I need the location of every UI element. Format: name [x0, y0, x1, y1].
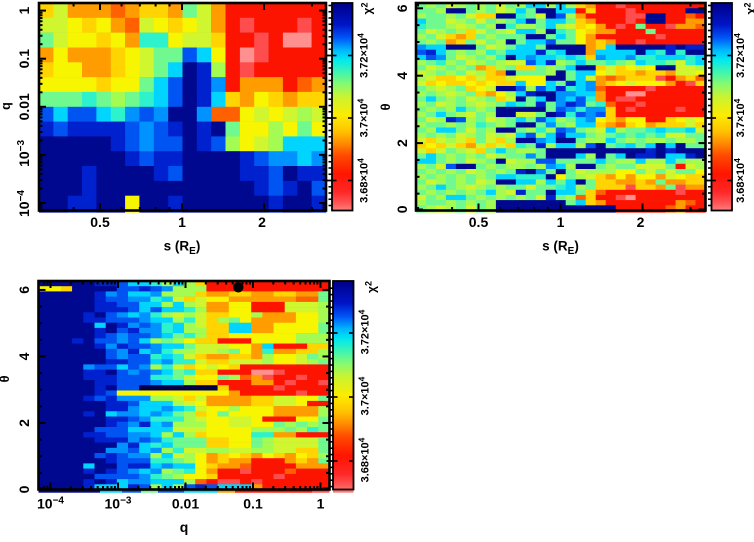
svg-text:3.72×104: 3.72×104	[356, 33, 371, 78]
svg-text:0.1: 0.1	[16, 49, 32, 69]
svg-text:0.01: 0.01	[16, 93, 32, 120]
svg-text:3.72×104: 3.72×104	[357, 309, 372, 354]
svg-text:1: 1	[317, 496, 325, 512]
svg-text:3.68×104: 3.68×104	[357, 437, 372, 482]
svg-text:0: 0	[16, 485, 32, 493]
svg-text:1: 1	[178, 214, 186, 230]
svg-text:3.68×104: 3.68×104	[732, 158, 747, 203]
svg-text:0.01: 0.01	[172, 496, 199, 512]
svg-text:4: 4	[16, 352, 32, 360]
svg-text:2: 2	[637, 214, 645, 230]
svg-text:0: 0	[394, 205, 410, 213]
svg-text:0.5: 0.5	[469, 214, 489, 230]
svg-text:6: 6	[16, 286, 32, 294]
svg-text:0.1: 0.1	[243, 496, 263, 512]
svg-text:q: q	[0, 102, 13, 110]
svg-text:4: 4	[394, 72, 410, 80]
svg-text:q: q	[180, 519, 189, 535]
svg-text:θ: θ	[378, 103, 393, 110]
svg-text:3.68×104: 3.68×104	[356, 158, 371, 203]
svg-text:3.7×104: 3.7×104	[357, 376, 372, 415]
svg-text:1: 1	[557, 214, 565, 230]
svg-text:2: 2	[16, 419, 32, 427]
svg-text:0.5: 0.5	[90, 214, 110, 230]
svg-text:1: 1	[16, 6, 32, 14]
svg-text:2: 2	[394, 139, 410, 147]
svg-text:2: 2	[258, 214, 266, 230]
svg-text:6: 6	[394, 4, 410, 12]
svg-text:3.7×104: 3.7×104	[356, 98, 371, 137]
svg-text:θ: θ	[0, 375, 12, 382]
svg-text:3.7×104: 3.7×104	[732, 98, 747, 137]
svg-text:χ2: χ2	[743, 3, 754, 15]
svg-text:3.72×104: 3.72×104	[732, 33, 747, 78]
